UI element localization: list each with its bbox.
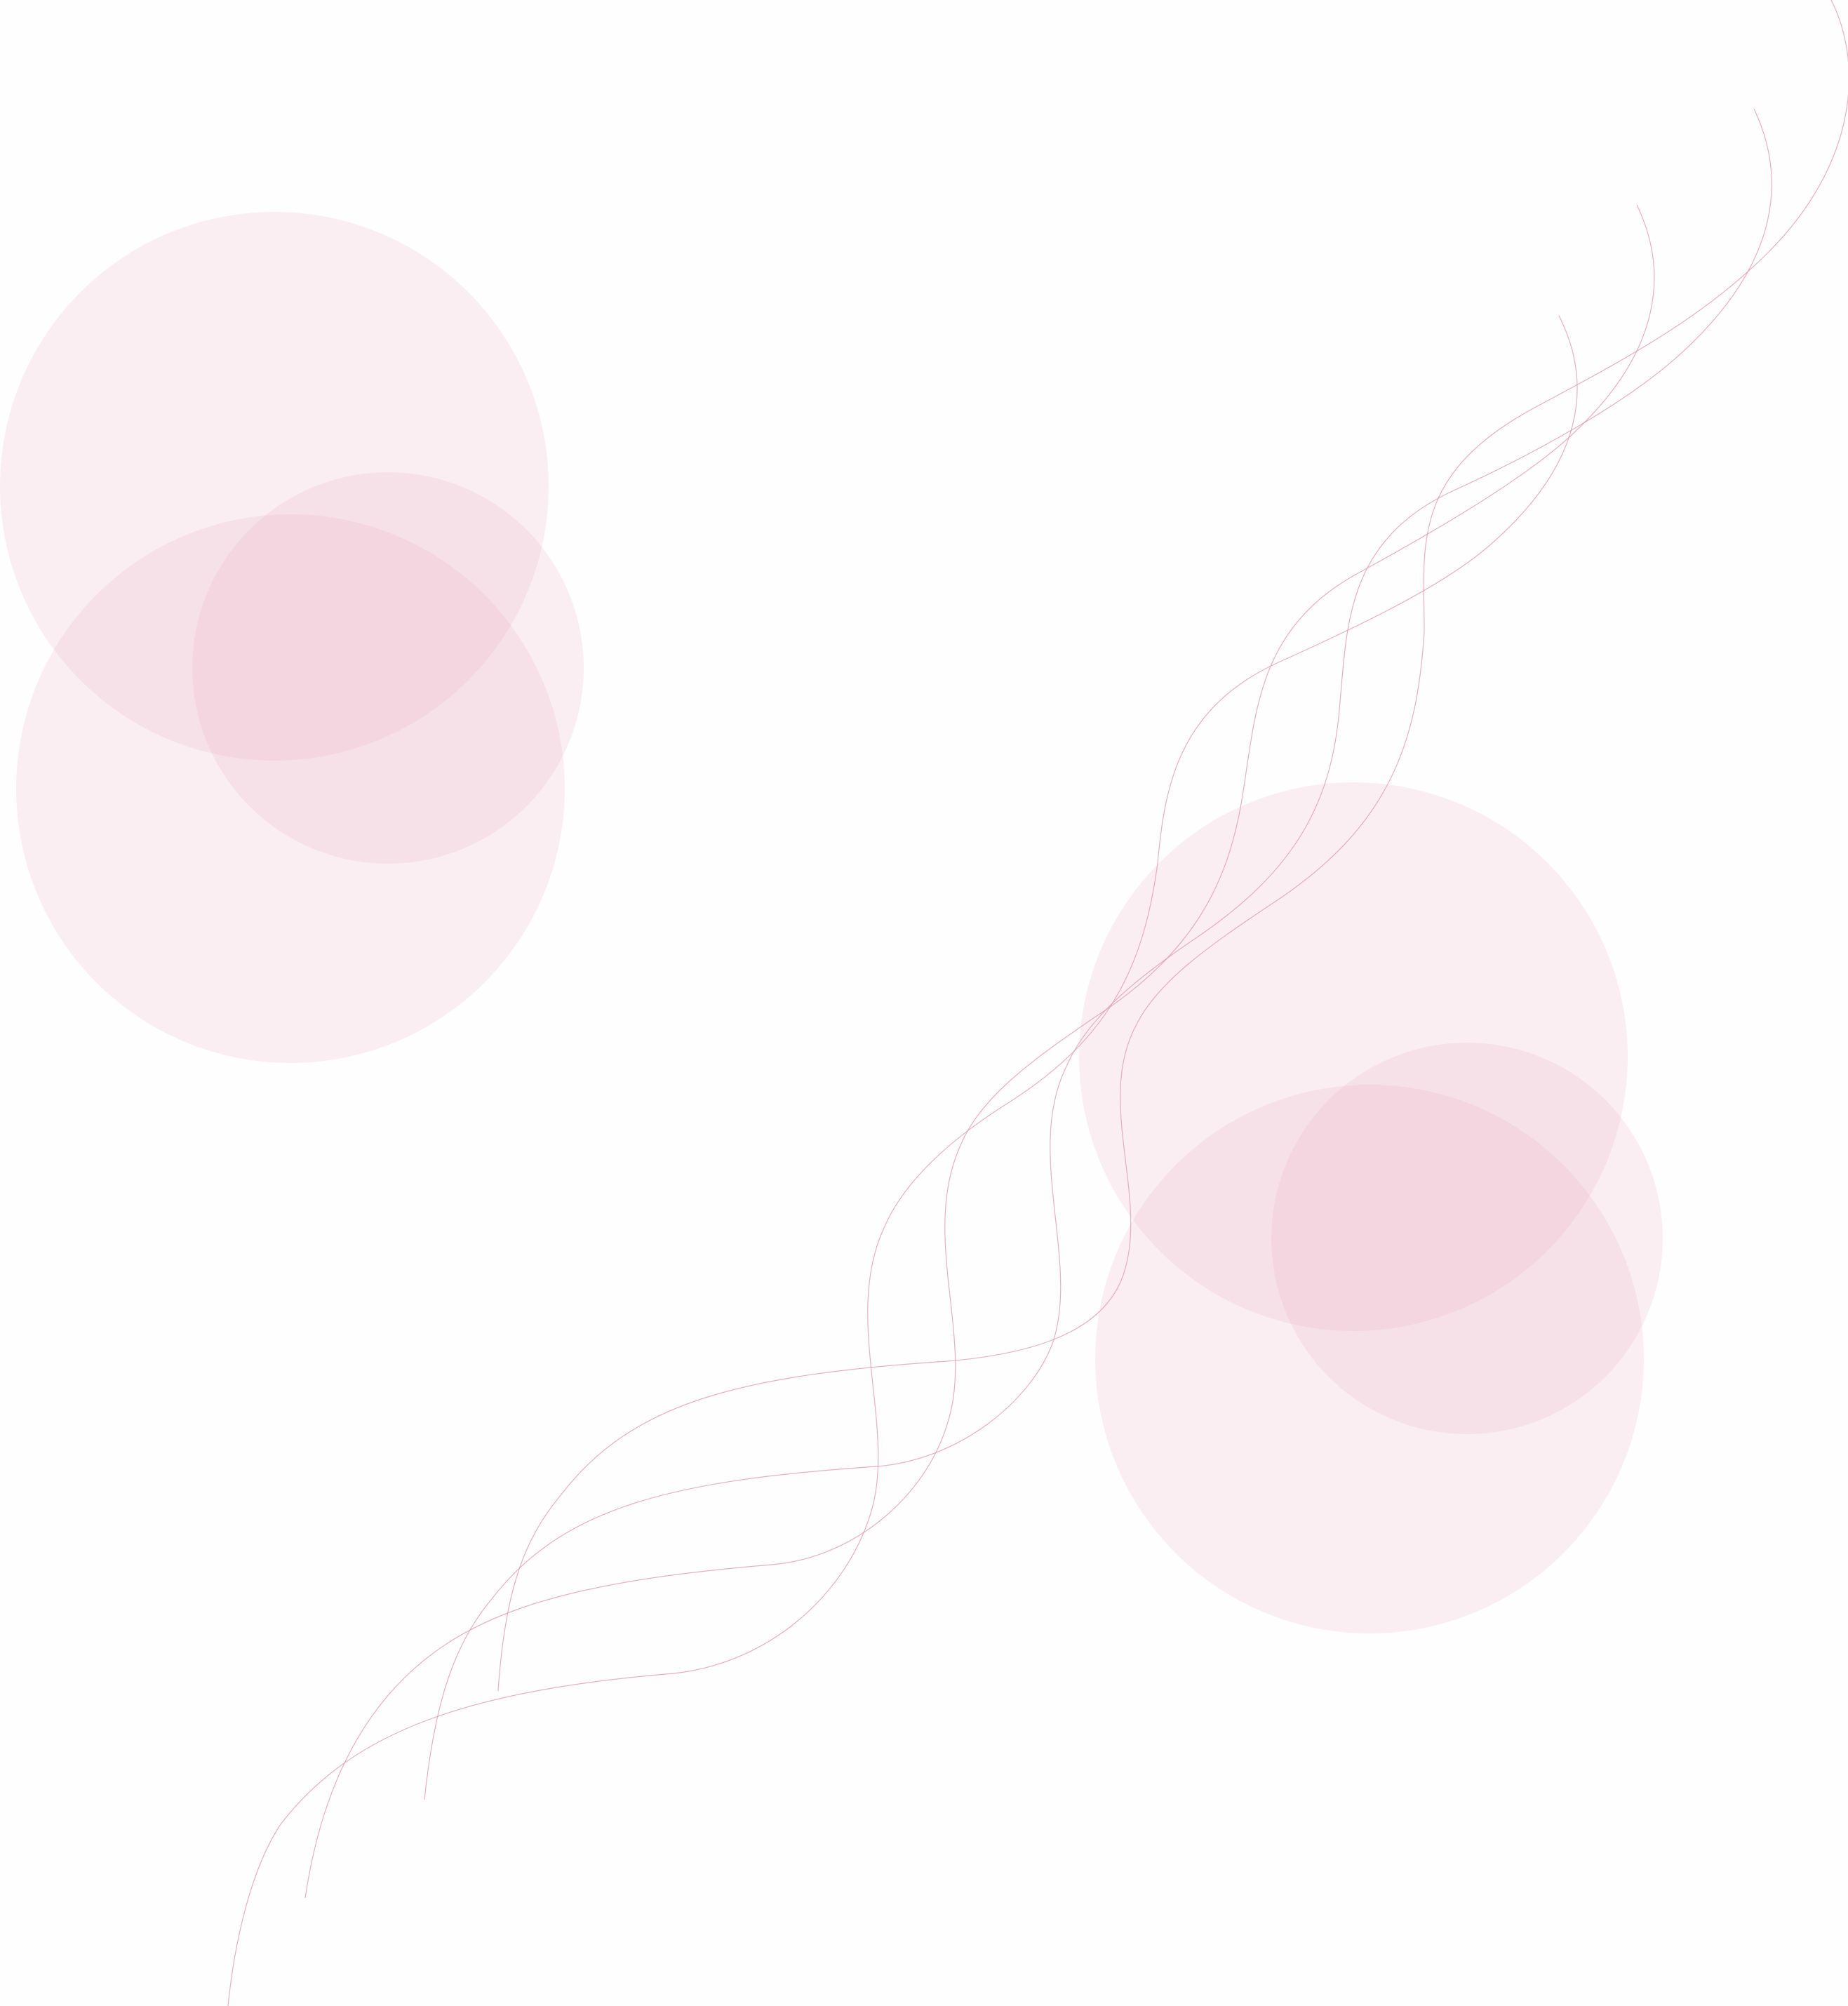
wave-line-3 [304,204,1655,1899]
circle-large-lower [1095,1085,1644,1633]
wave-lines [227,0,1848,2006]
circle-large-upper [1079,782,1628,1331]
bottom-right-circle-group [1079,782,1663,1633]
circle-small [192,472,584,864]
wave-line-1 [497,0,1848,1692]
top-left-circle-group [0,212,584,1063]
wave-line-4 [227,315,1578,2006]
circle-large-lower [16,514,565,1063]
circle-large-upper [0,212,549,761]
circle-small [1271,1043,1663,1434]
